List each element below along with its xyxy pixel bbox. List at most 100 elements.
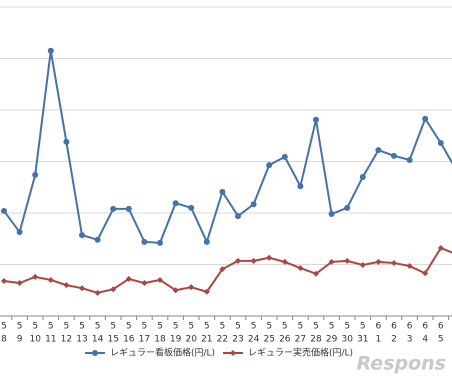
x-tick-month: 5 bbox=[298, 322, 304, 332]
x-tick-month: 5 bbox=[157, 322, 163, 332]
x-tick-month: 5 bbox=[329, 322, 335, 332]
x-tick-day: 20 bbox=[185, 335, 197, 345]
point bbox=[172, 200, 179, 207]
point bbox=[406, 263, 413, 270]
point bbox=[203, 288, 210, 295]
point bbox=[344, 204, 351, 211]
x-tick-day: 9 bbox=[17, 335, 23, 345]
point bbox=[344, 257, 351, 264]
x-tick-month: 5 bbox=[266, 322, 272, 332]
point bbox=[297, 265, 304, 272]
point bbox=[79, 285, 85, 292]
point bbox=[1, 277, 7, 284]
point bbox=[94, 236, 101, 243]
x-tick-month: 5 bbox=[95, 322, 101, 332]
x-tick-month: 6 bbox=[376, 322, 382, 332]
point bbox=[328, 258, 335, 265]
x-tick-month: 5 bbox=[48, 322, 54, 332]
legend-marker bbox=[230, 350, 236, 356]
x-tick-day: 28 bbox=[310, 335, 322, 345]
point bbox=[437, 139, 444, 146]
point bbox=[437, 245, 444, 252]
point bbox=[16, 229, 23, 236]
point bbox=[266, 254, 273, 261]
x-tick-day: 29 bbox=[326, 335, 338, 345]
legend-label: レギュラー看板価格(円/L) bbox=[110, 347, 215, 359]
x-tick-day: 25 bbox=[263, 335, 274, 345]
x-tick-month: 5 bbox=[220, 322, 226, 332]
point bbox=[250, 201, 257, 208]
x-tick-month: 5 bbox=[126, 322, 132, 332]
x-tick-day: 18 bbox=[154, 335, 166, 345]
point bbox=[79, 232, 85, 239]
point bbox=[297, 183, 304, 190]
series-line bbox=[3, 246, 452, 294]
x-tick-month: 6 bbox=[438, 322, 444, 332]
x-tick-day: 5 bbox=[438, 335, 444, 345]
x-tick-month: 5 bbox=[344, 322, 350, 332]
x-tick-day: 1 bbox=[376, 335, 382, 345]
x-tick-month: 5 bbox=[1, 322, 7, 332]
x-tick-day: 13 bbox=[76, 335, 87, 345]
point bbox=[32, 273, 39, 280]
x-tick-day: 26 bbox=[279, 335, 291, 345]
x-tick-day: 15 bbox=[107, 335, 118, 345]
plot-area bbox=[0, 6, 452, 320]
point bbox=[157, 276, 163, 283]
x-tick-month: 5 bbox=[142, 322, 148, 332]
point bbox=[47, 276, 54, 283]
x-tick-month: 5 bbox=[17, 322, 23, 332]
point bbox=[235, 213, 241, 220]
x-tick-day: 14 bbox=[92, 335, 104, 345]
x-tick-day: 21 bbox=[201, 335, 212, 345]
x-tick-month: 6 bbox=[391, 322, 397, 332]
x-tick-day: 16 bbox=[123, 335, 135, 345]
point bbox=[219, 188, 226, 195]
point bbox=[203, 238, 210, 245]
point bbox=[125, 275, 132, 282]
point bbox=[16, 280, 23, 287]
point bbox=[313, 270, 319, 277]
point bbox=[157, 239, 163, 246]
x-tick-month: 5 bbox=[64, 322, 70, 332]
x-tick-month: 5 bbox=[251, 322, 257, 332]
point bbox=[63, 138, 70, 145]
x-tick-day: 22 bbox=[217, 335, 228, 345]
point bbox=[188, 284, 195, 291]
x-tick-month: 5 bbox=[110, 322, 116, 332]
point bbox=[63, 282, 70, 289]
x-tick-day: 8 bbox=[1, 335, 7, 345]
x-tick-month: 5 bbox=[204, 322, 210, 332]
x-tick-day: 27 bbox=[295, 335, 306, 345]
point bbox=[422, 270, 429, 277]
point bbox=[188, 204, 195, 211]
x-tick-day: 30 bbox=[341, 335, 353, 345]
x-tick-month: 5 bbox=[173, 322, 179, 332]
point bbox=[328, 211, 335, 218]
point bbox=[359, 173, 366, 180]
x-tick-month: 5 bbox=[282, 322, 288, 332]
x-tick-month: 5 bbox=[32, 322, 38, 332]
point bbox=[406, 156, 413, 163]
point bbox=[375, 258, 382, 265]
x-tick-day: 23 bbox=[232, 335, 243, 345]
point bbox=[94, 289, 101, 296]
point bbox=[172, 287, 179, 294]
x-tick-month: 6 bbox=[407, 322, 413, 332]
point bbox=[219, 266, 226, 273]
x-tick-day: 4 bbox=[422, 335, 428, 345]
x-tick-day: 24 bbox=[248, 335, 260, 345]
point bbox=[110, 286, 117, 293]
point bbox=[391, 259, 397, 266]
x-tick-day: 19 bbox=[170, 335, 182, 345]
point bbox=[313, 116, 319, 123]
point bbox=[391, 152, 397, 159]
point bbox=[1, 207, 7, 214]
point bbox=[281, 258, 288, 265]
legend-marker bbox=[92, 350, 98, 356]
x-tick-month: 5 bbox=[235, 322, 241, 332]
x-tick-month: 6 bbox=[422, 322, 428, 332]
x-tick-day: 11 bbox=[45, 335, 56, 345]
x-tick-day: 10 bbox=[29, 335, 41, 345]
